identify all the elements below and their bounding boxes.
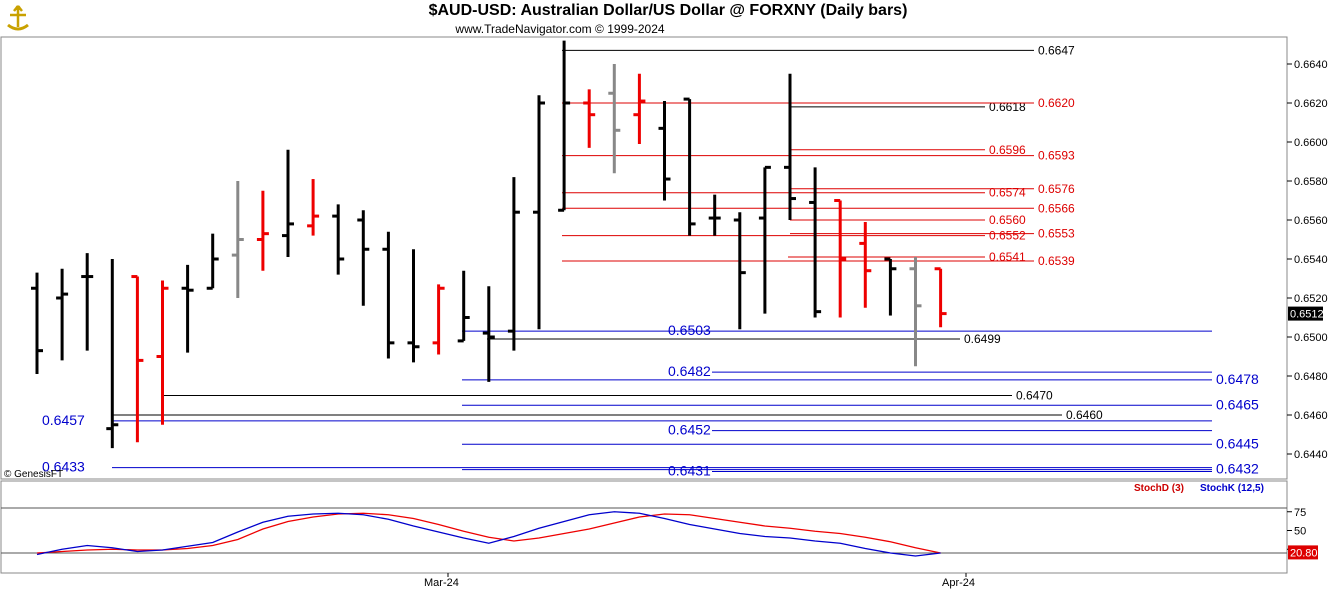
indicator-panel-frame bbox=[0, 480, 1288, 574]
level-label: 0.6460 bbox=[1066, 408, 1103, 422]
level-label: 0.6457 bbox=[42, 412, 85, 428]
level-label: 0.6445 bbox=[1216, 435, 1259, 451]
price-panel-frame bbox=[0, 36, 1288, 480]
level-label: 0.6553 bbox=[1038, 227, 1075, 241]
last-price-label: 0.6512 bbox=[1290, 309, 1324, 321]
x-tick-label: Mar-24 bbox=[424, 577, 459, 589]
price-y-tick-label: 0.6440 bbox=[1294, 449, 1328, 461]
level-label: 0.6478 bbox=[1216, 371, 1259, 387]
level-label: 0.6560 bbox=[989, 213, 1026, 227]
level-label: 0.6432 bbox=[1216, 461, 1259, 477]
level-label: 0.6647 bbox=[1038, 43, 1075, 57]
level-label: 0.6541 bbox=[989, 250, 1026, 264]
price-y-tick-label: 0.6560 bbox=[1294, 215, 1328, 227]
price-y-tick-label: 0.6500 bbox=[1294, 332, 1328, 344]
level-label: 0.6499 bbox=[964, 332, 1001, 346]
trade-navigator-logo-icon bbox=[4, 3, 32, 33]
level-label: 0.6593 bbox=[1038, 149, 1075, 163]
stoch-series-line bbox=[36, 512, 941, 554]
level-label: 0.6574 bbox=[989, 186, 1026, 200]
price-y-tick-label: 0.6540 bbox=[1294, 254, 1328, 266]
level-label: 0.6552 bbox=[989, 229, 1026, 243]
chart-subtitle: www.TradeNavigator.com © 1999-2024 bbox=[455, 22, 665, 36]
price-y-tick-label: 0.6580 bbox=[1294, 176, 1328, 188]
price-y-tick-label: 0.6600 bbox=[1294, 137, 1328, 149]
level-label: 0.6433 bbox=[42, 459, 85, 475]
stoch-y-tick-label: 75 bbox=[1294, 507, 1306, 519]
stoch-series-line bbox=[36, 511, 941, 557]
level-label: 0.6503 bbox=[668, 322, 711, 338]
level-label: 0.6620 bbox=[1038, 96, 1075, 110]
last-price-tag bbox=[1288, 306, 1323, 321]
level-label: 0.6452 bbox=[668, 422, 711, 438]
level-label: 0.6596 bbox=[989, 143, 1026, 157]
chart-title: $AUD-USD: Australian Dollar/US Dollar @ … bbox=[428, 2, 908, 19]
price-y-tick-label: 0.6460 bbox=[1294, 410, 1328, 422]
level-label: 0.6539 bbox=[1038, 254, 1075, 268]
level-label: 0.6482 bbox=[668, 363, 711, 379]
level-label: 0.6618 bbox=[989, 100, 1026, 114]
stoch-value-label: 20.80 bbox=[1290, 547, 1318, 559]
level-label: 0.6576 bbox=[1038, 182, 1075, 196]
price-y-tick-label: 0.6520 bbox=[1294, 293, 1328, 305]
stochk-legend: StochK (12,5) bbox=[1200, 483, 1264, 494]
level-label: 0.6470 bbox=[1016, 389, 1053, 403]
level-label: 0.6465 bbox=[1216, 396, 1259, 412]
price-y-tick-label: 0.6620 bbox=[1294, 98, 1328, 110]
stoch-value-tag bbox=[1288, 545, 1318, 560]
x-tick-label: Apr-24 bbox=[942, 577, 975, 589]
level-label: 0.6431 bbox=[668, 463, 711, 479]
stoch-y-tick-label: 50 bbox=[1294, 526, 1306, 538]
price-y-tick-label: 0.6640 bbox=[1294, 59, 1328, 71]
level-label: 0.6566 bbox=[1038, 201, 1075, 215]
price-y-tick-label: 0.6480 bbox=[1294, 371, 1328, 383]
genesis-credit: © GenesisFT bbox=[4, 469, 64, 480]
stochd-legend: StochD (3) bbox=[1134, 483, 1184, 494]
